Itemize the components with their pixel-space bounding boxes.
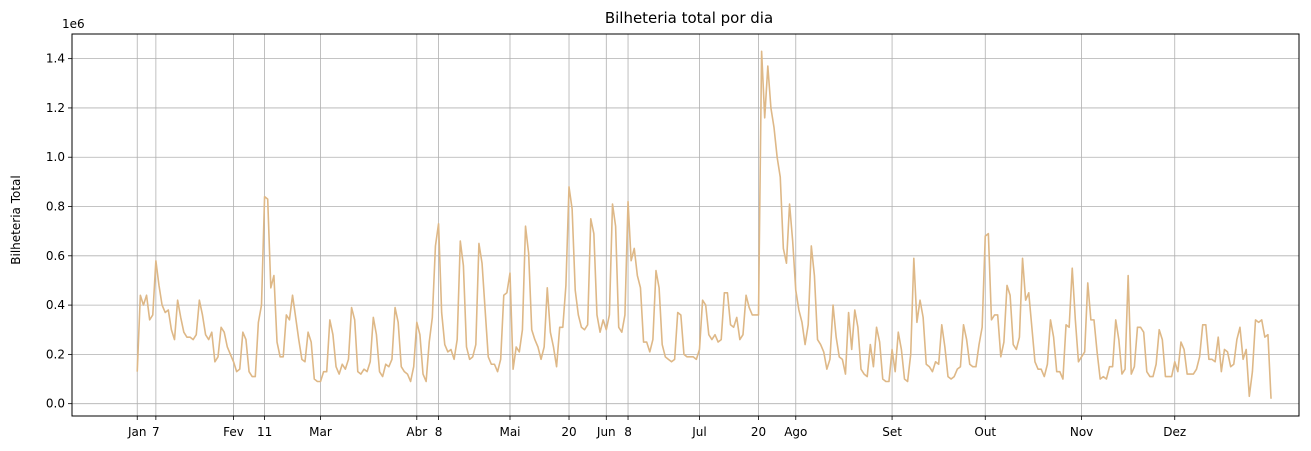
x-tick-label: 8 [624,425,632,439]
y-tick-label: 0.8 [46,200,65,214]
y-tick-label: 0.2 [46,347,65,361]
x-tick-label: 8 [435,425,443,439]
x-tick-label: Nov [1070,425,1093,439]
x-tick-label: Jul [691,425,706,439]
y-axis-label: Bilheteria Total [9,175,23,264]
y-tick-label: 0.6 [46,249,65,263]
x-tick-label: Abr [406,425,427,439]
x-tick-label: Fev [223,425,244,439]
x-tick-label: Jun [596,425,616,439]
x-tick-label: Ago [784,425,807,439]
chart-title: Bilheteria total por dia [605,9,773,27]
y-tick-label: 0.4 [46,298,65,312]
x-tick-label: 20 [751,425,766,439]
x-tick-label: Out [974,425,996,439]
y-offset-label: 1e6 [62,17,85,31]
x-tick-label: Dez [1163,425,1186,439]
y-tick-label: 1.0 [46,150,65,164]
y-tick-label: 1.4 [46,52,65,66]
axis-ticks: 0.0 0.2 0.4 0.6 0.8 1.0 1.2 1.4 Jan 7 Fev 11 Mar Abr 8… [46,52,1186,439]
y-tick-label: 1.2 [46,101,65,115]
x-tick-label: 20 [561,425,576,439]
plot-frame [71,33,1300,417]
x-tick-label: 11 [257,425,272,439]
x-tick-label: 7 [152,425,160,439]
series-line [136,50,1272,399]
series-layer [136,50,1272,399]
x-tick-label: Set [882,425,902,439]
x-tick-label: Mai [499,425,520,439]
y-tick-label: 0.0 [46,397,65,411]
x-tick-label: Jan [127,425,147,439]
x-tick-label: Mar [309,425,332,439]
